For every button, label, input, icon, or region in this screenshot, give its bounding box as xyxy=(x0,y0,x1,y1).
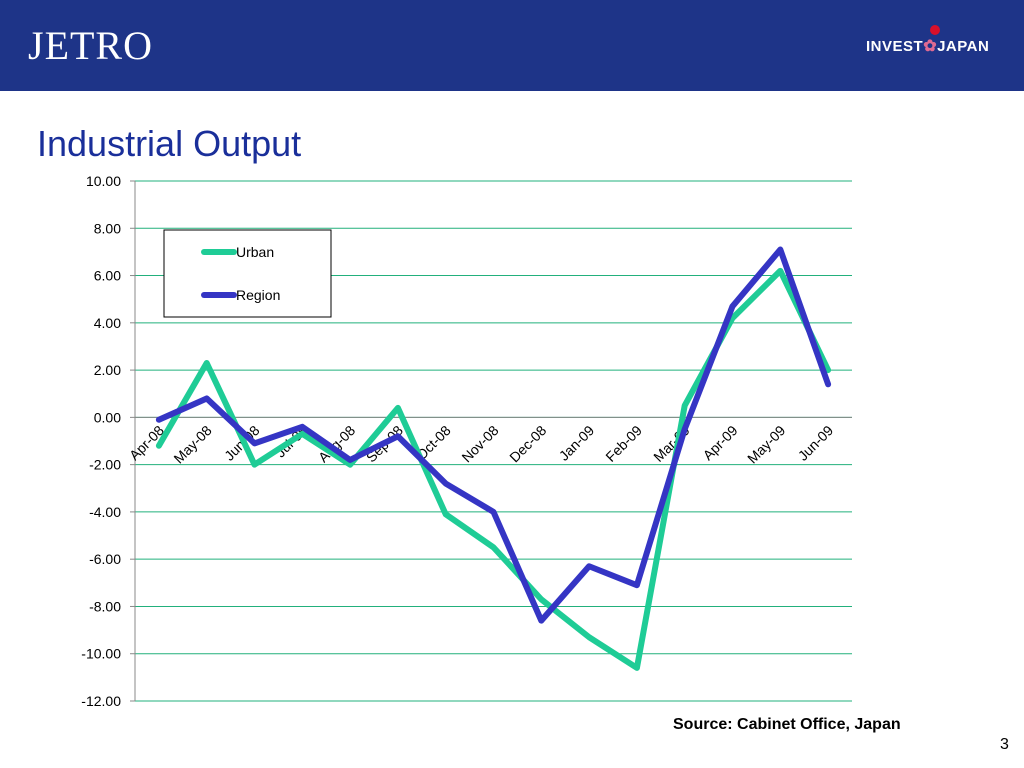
x-tick-label: Jan-09 xyxy=(556,422,598,464)
invest-japan-logo-b: JAPAN xyxy=(937,38,990,55)
y-tick-label: -6.00 xyxy=(89,551,121,567)
jetro-logo: JETRO xyxy=(28,23,153,68)
x-tick-label: Feb-09 xyxy=(602,422,645,465)
y-tick-label: -8.00 xyxy=(89,598,121,614)
legend-box xyxy=(163,229,332,318)
y-tick-label: -10.00 xyxy=(81,646,121,662)
series-line-urban xyxy=(155,267,832,671)
y-tick-label: 2.00 xyxy=(94,362,121,378)
y-tick-label: 8.00 xyxy=(94,220,121,236)
sakura-icon: ✿ xyxy=(923,38,938,55)
x-tick-label: Jun-09 xyxy=(795,422,837,464)
series-line-region xyxy=(155,246,832,624)
x-tick-label: Apr-09 xyxy=(700,422,741,463)
y-tick-label: 10.00 xyxy=(86,173,121,189)
x-tick-label: Dec-08 xyxy=(506,422,549,465)
y-tick-label: 4.00 xyxy=(94,315,121,331)
y-tick-label: -12.00 xyxy=(81,693,121,709)
y-tick-label: 0.00 xyxy=(94,409,121,425)
x-tick-label: May-08 xyxy=(170,422,214,466)
y-tick-label: -2.00 xyxy=(89,457,121,473)
industrial-output-chart: 10.00 8.00 6.00 4.00 2.00 0.00 -2.00 -4.00 -6.00… xyxy=(81,173,852,709)
legend-label-urban: Urban xyxy=(236,244,274,260)
source-note: Source: Cabinet Office, Japan xyxy=(673,716,901,733)
y-tick-label: -4.00 xyxy=(89,504,121,520)
slide-title: Industrial Output xyxy=(37,123,302,164)
x-tick-label: May-09 xyxy=(744,422,788,466)
invest-japan-logo: INVEST✿JAPAN xyxy=(866,36,989,56)
legend-label-region: Region xyxy=(236,287,280,303)
invest-japan-sun-icon xyxy=(930,25,940,35)
header-bar: JETRO INVEST✿JAPAN xyxy=(0,0,1024,91)
y-tick-label: 6.00 xyxy=(94,268,121,284)
page-number: 3 xyxy=(1000,736,1009,753)
x-tick-label: Nov-08 xyxy=(458,422,501,465)
invest-japan-logo-a: INVEST xyxy=(866,38,924,55)
